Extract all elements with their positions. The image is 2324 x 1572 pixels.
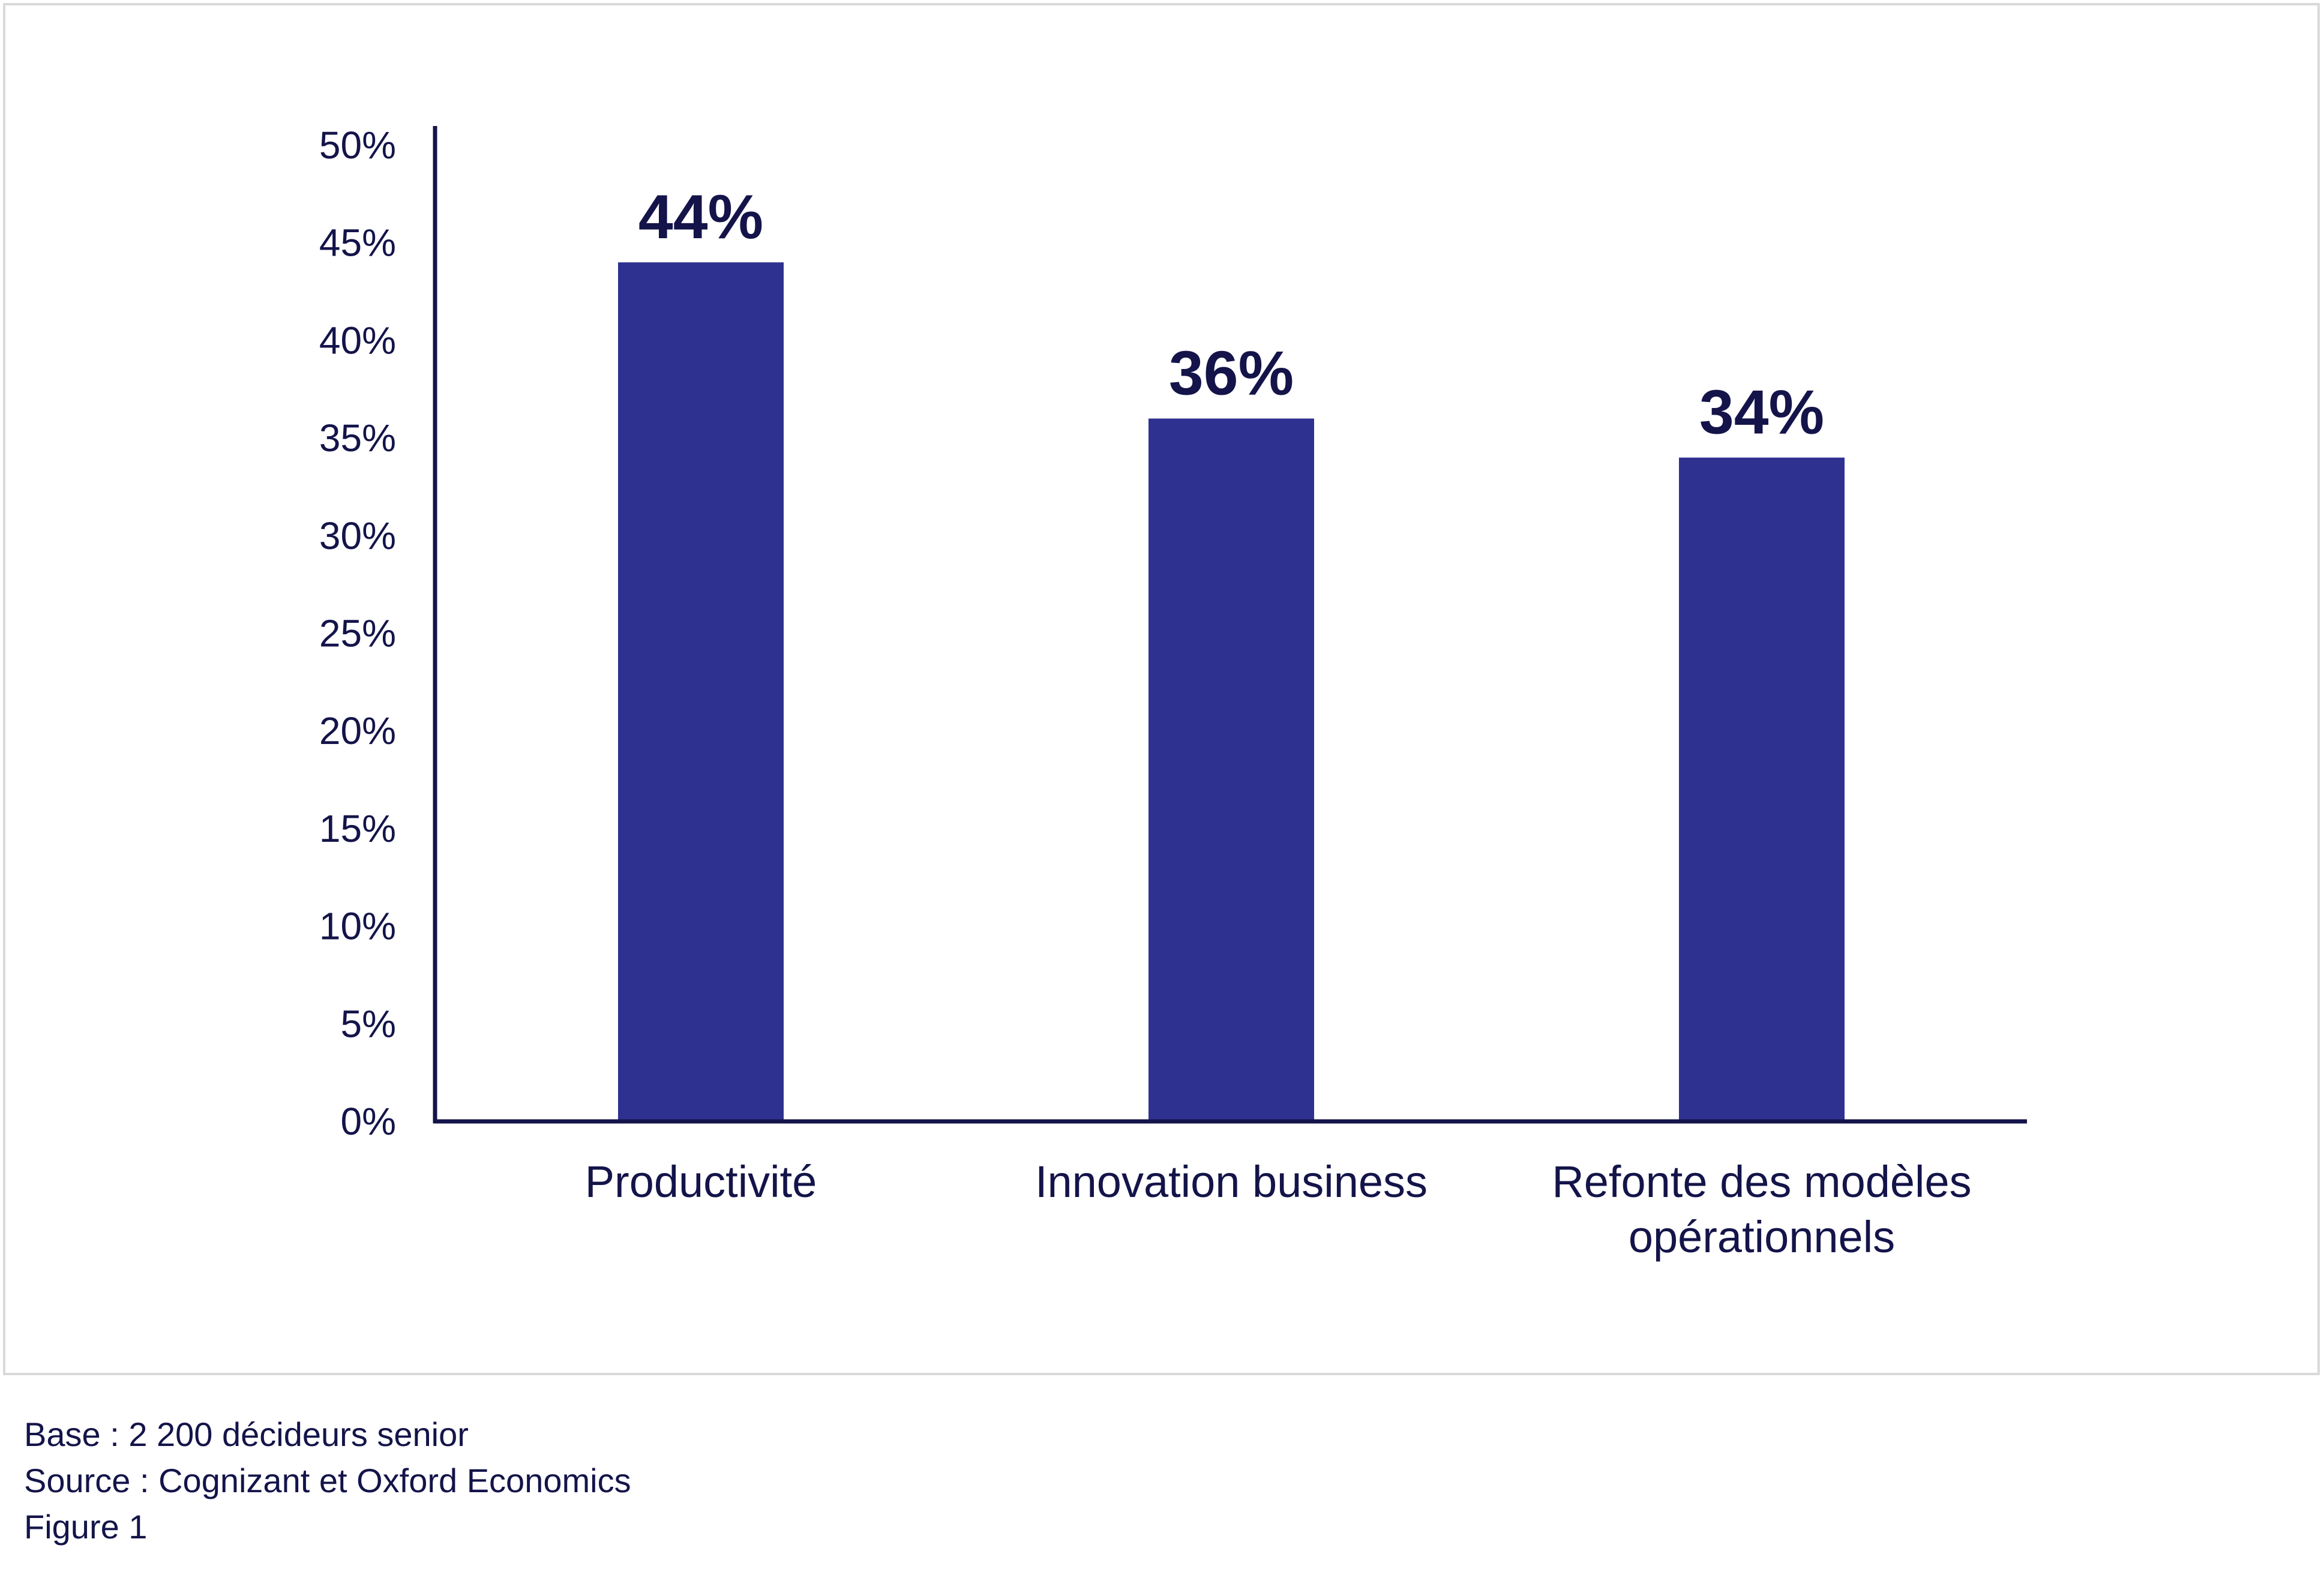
y-tick-label: 30% [319,514,396,557]
y-tick-label: 40% [319,319,396,362]
bar-chart: 0% 5% 10% 15% 20% 25% 30% 35% 40% 45% 50% 44% 36% 34… [319,124,2027,1262]
source-note: Source : Cognizant et Oxford Economics [24,1462,631,1499]
y-tick-label: 25% [319,612,396,655]
bar [618,262,784,1121]
x-axis-labels: Productivité Innovation business Refonte d… [585,1157,1972,1262]
bar-value-label: 36% [1169,339,1294,409]
y-tick-label: 50% [319,124,396,167]
bars [618,262,1845,1121]
base-note: Base : 2 200 décideurs senior [24,1415,469,1453]
bar-value-label: 34% [1699,378,1824,448]
value-labels: 44% 36% 34% [638,182,1824,447]
y-tick-label: 0% [341,1100,397,1143]
y-tick-label: 45% [319,221,396,265]
x-tick-label: Innovation business [1035,1157,1428,1207]
x-tick-label: Productivité [585,1157,817,1207]
y-tick-label: 15% [319,807,396,850]
y-tick-label: 20% [319,709,396,752]
bar [1148,418,1314,1121]
x-tick-label: Refonte des modèles [1552,1157,1971,1207]
y-axis-ticks: 0% 5% 10% 15% 20% 25% 30% 35% 40% 45% 50% [319,124,396,1143]
y-tick-label: 5% [341,1002,397,1045]
y-tick-label: 10% [319,905,396,948]
y-tick-label: 35% [319,416,396,460]
footnotes: Base : 2 200 décideurs senior Source : C… [24,1411,631,1550]
x-tick-label: opérationnels [1629,1212,1895,1262]
bar-value-label: 44% [638,182,763,252]
figure-label: Figure 1 [24,1508,148,1546]
bar [1679,457,1845,1121]
